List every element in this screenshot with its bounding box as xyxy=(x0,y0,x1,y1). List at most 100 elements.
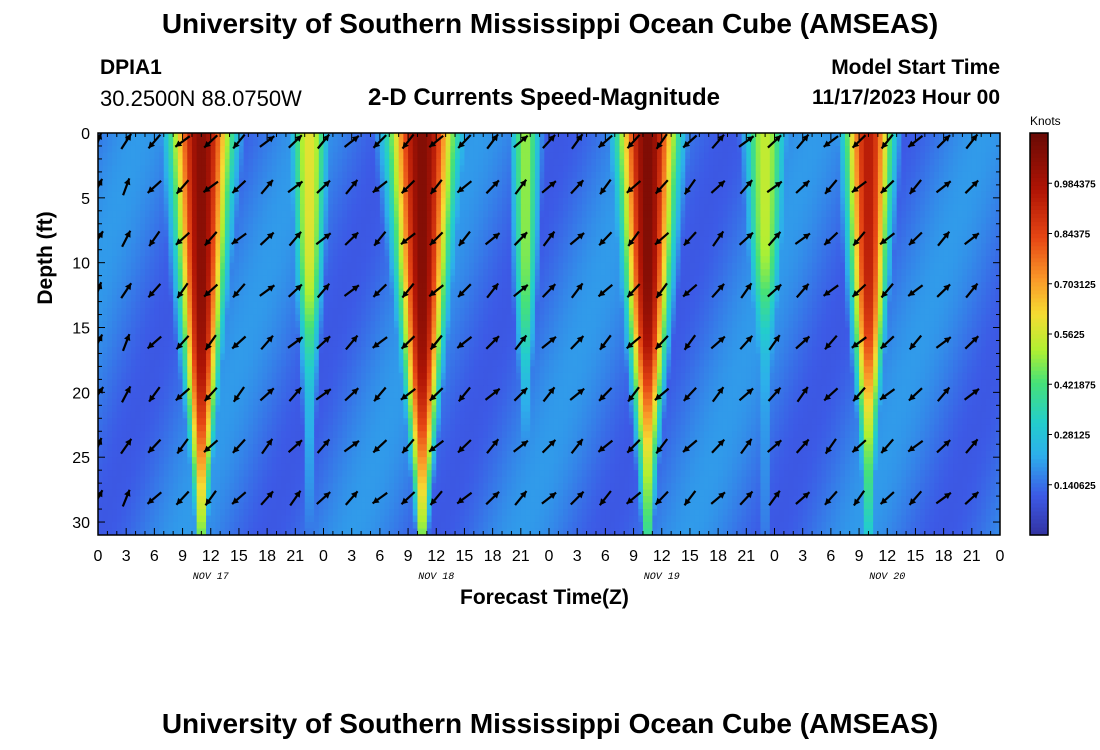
heatmap-cell xyxy=(760,249,766,257)
heatmap-cell xyxy=(102,158,108,167)
heatmap-cell xyxy=(323,295,329,303)
heatmap-cell xyxy=(887,158,893,167)
heatmap-cell xyxy=(882,230,888,238)
heatmap-cell xyxy=(788,295,794,303)
heatmap-cell xyxy=(487,256,494,264)
heatmap-cell xyxy=(295,256,301,264)
heatmap-cell xyxy=(910,223,917,231)
heatmap-cell xyxy=(107,256,113,264)
heatmap-cell xyxy=(628,165,635,173)
heatmap-cell xyxy=(422,139,428,147)
heatmap-cell xyxy=(483,295,489,303)
heatmap-cell xyxy=(826,269,832,277)
heatmap-cell xyxy=(126,158,132,167)
heatmap-cell xyxy=(267,256,273,264)
heatmap-cell xyxy=(497,145,503,154)
heatmap-cell xyxy=(426,236,433,244)
heatmap-cell xyxy=(896,256,902,264)
heatmap-cell xyxy=(346,191,353,199)
heatmap-cell xyxy=(398,165,404,173)
heatmap-cell xyxy=(586,165,592,173)
heatmap-cell xyxy=(586,152,592,160)
heatmap-cell xyxy=(962,282,968,290)
heatmap-cell xyxy=(859,295,865,303)
heatmap-cell xyxy=(168,269,174,277)
station-coordinates: 30.2500N 88.0750W xyxy=(100,86,302,111)
heatmap-cell xyxy=(530,282,536,290)
heatmap-cell xyxy=(177,171,184,179)
heatmap-cell xyxy=(215,249,221,257)
heatmap-cell xyxy=(539,197,545,205)
heatmap-cell xyxy=(910,145,917,154)
heatmap-cell xyxy=(727,262,733,270)
heatmap-cell xyxy=(426,204,433,212)
heatmap-cell xyxy=(802,165,808,173)
heatmap-cell xyxy=(281,262,287,270)
heatmap-cell xyxy=(248,210,254,218)
heatmap-cell xyxy=(826,230,832,238)
heatmap-cell xyxy=(581,243,588,251)
heatmap-cell xyxy=(863,139,870,147)
heatmap-cell xyxy=(718,184,724,192)
heatmap-cell xyxy=(379,145,386,154)
heatmap-cell xyxy=(276,288,282,296)
heatmap-cell xyxy=(915,275,921,283)
heatmap-cell xyxy=(342,145,348,154)
heatmap-cell xyxy=(253,165,259,173)
heatmap-cell xyxy=(783,133,790,141)
heatmap-cell xyxy=(318,191,325,199)
heatmap-cell xyxy=(177,217,184,225)
heatmap-cell xyxy=(417,249,423,257)
heatmap-cell xyxy=(591,230,597,238)
heatmap-cell xyxy=(699,256,705,264)
heatmap-cell xyxy=(300,158,306,167)
heatmap-cell xyxy=(713,275,719,283)
heatmap-cell xyxy=(877,152,884,160)
heatmap-cell xyxy=(595,295,602,303)
heatmap-cell xyxy=(929,133,935,141)
heatmap-cell xyxy=(342,269,348,277)
heatmap-cell xyxy=(995,197,1000,205)
heatmap-cell xyxy=(694,217,700,225)
heatmap-cell xyxy=(887,262,893,270)
heatmap-cell xyxy=(595,288,602,296)
heatmap-cell xyxy=(116,256,123,264)
heatmap-cell xyxy=(520,204,527,212)
heatmap-cell xyxy=(854,269,860,277)
heatmap-cell xyxy=(455,133,461,141)
heatmap-cell xyxy=(638,145,644,154)
heatmap-cell xyxy=(610,275,616,283)
heatmap-cell xyxy=(361,230,367,238)
heatmap-cell xyxy=(116,178,123,186)
heatmap-cell xyxy=(891,249,898,257)
heatmap-cell xyxy=(511,249,517,257)
heatmap-cell xyxy=(732,243,738,251)
heatmap-cell xyxy=(859,197,865,205)
heatmap-cell xyxy=(135,256,141,264)
heatmap-cell xyxy=(920,275,926,283)
heatmap-cell xyxy=(877,178,884,186)
heatmap-cell xyxy=(807,243,813,251)
heatmap-cell xyxy=(267,197,273,205)
heatmap-cell xyxy=(426,178,433,186)
heatmap-cell xyxy=(666,243,672,251)
heatmap-cell xyxy=(934,197,940,205)
heatmap-cell xyxy=(736,197,743,205)
heatmap-cell xyxy=(478,178,484,186)
heatmap-cell xyxy=(661,171,668,179)
heatmap-cell xyxy=(938,295,945,303)
heatmap-cell xyxy=(901,210,907,218)
heatmap-cell xyxy=(332,204,339,212)
heatmap-cell xyxy=(633,152,639,160)
heatmap-cell xyxy=(220,256,226,264)
heatmap-cell xyxy=(502,158,508,167)
heatmap-cell xyxy=(201,275,207,283)
heatmap-cell xyxy=(426,243,433,251)
heatmap-cell xyxy=(478,249,484,257)
heatmap-cell xyxy=(826,275,832,283)
heatmap-cell xyxy=(835,178,841,186)
heatmap-cell xyxy=(201,178,207,186)
heatmap-cell xyxy=(694,165,700,173)
heatmap-cell xyxy=(116,243,123,251)
heatmap-cell xyxy=(253,230,259,238)
